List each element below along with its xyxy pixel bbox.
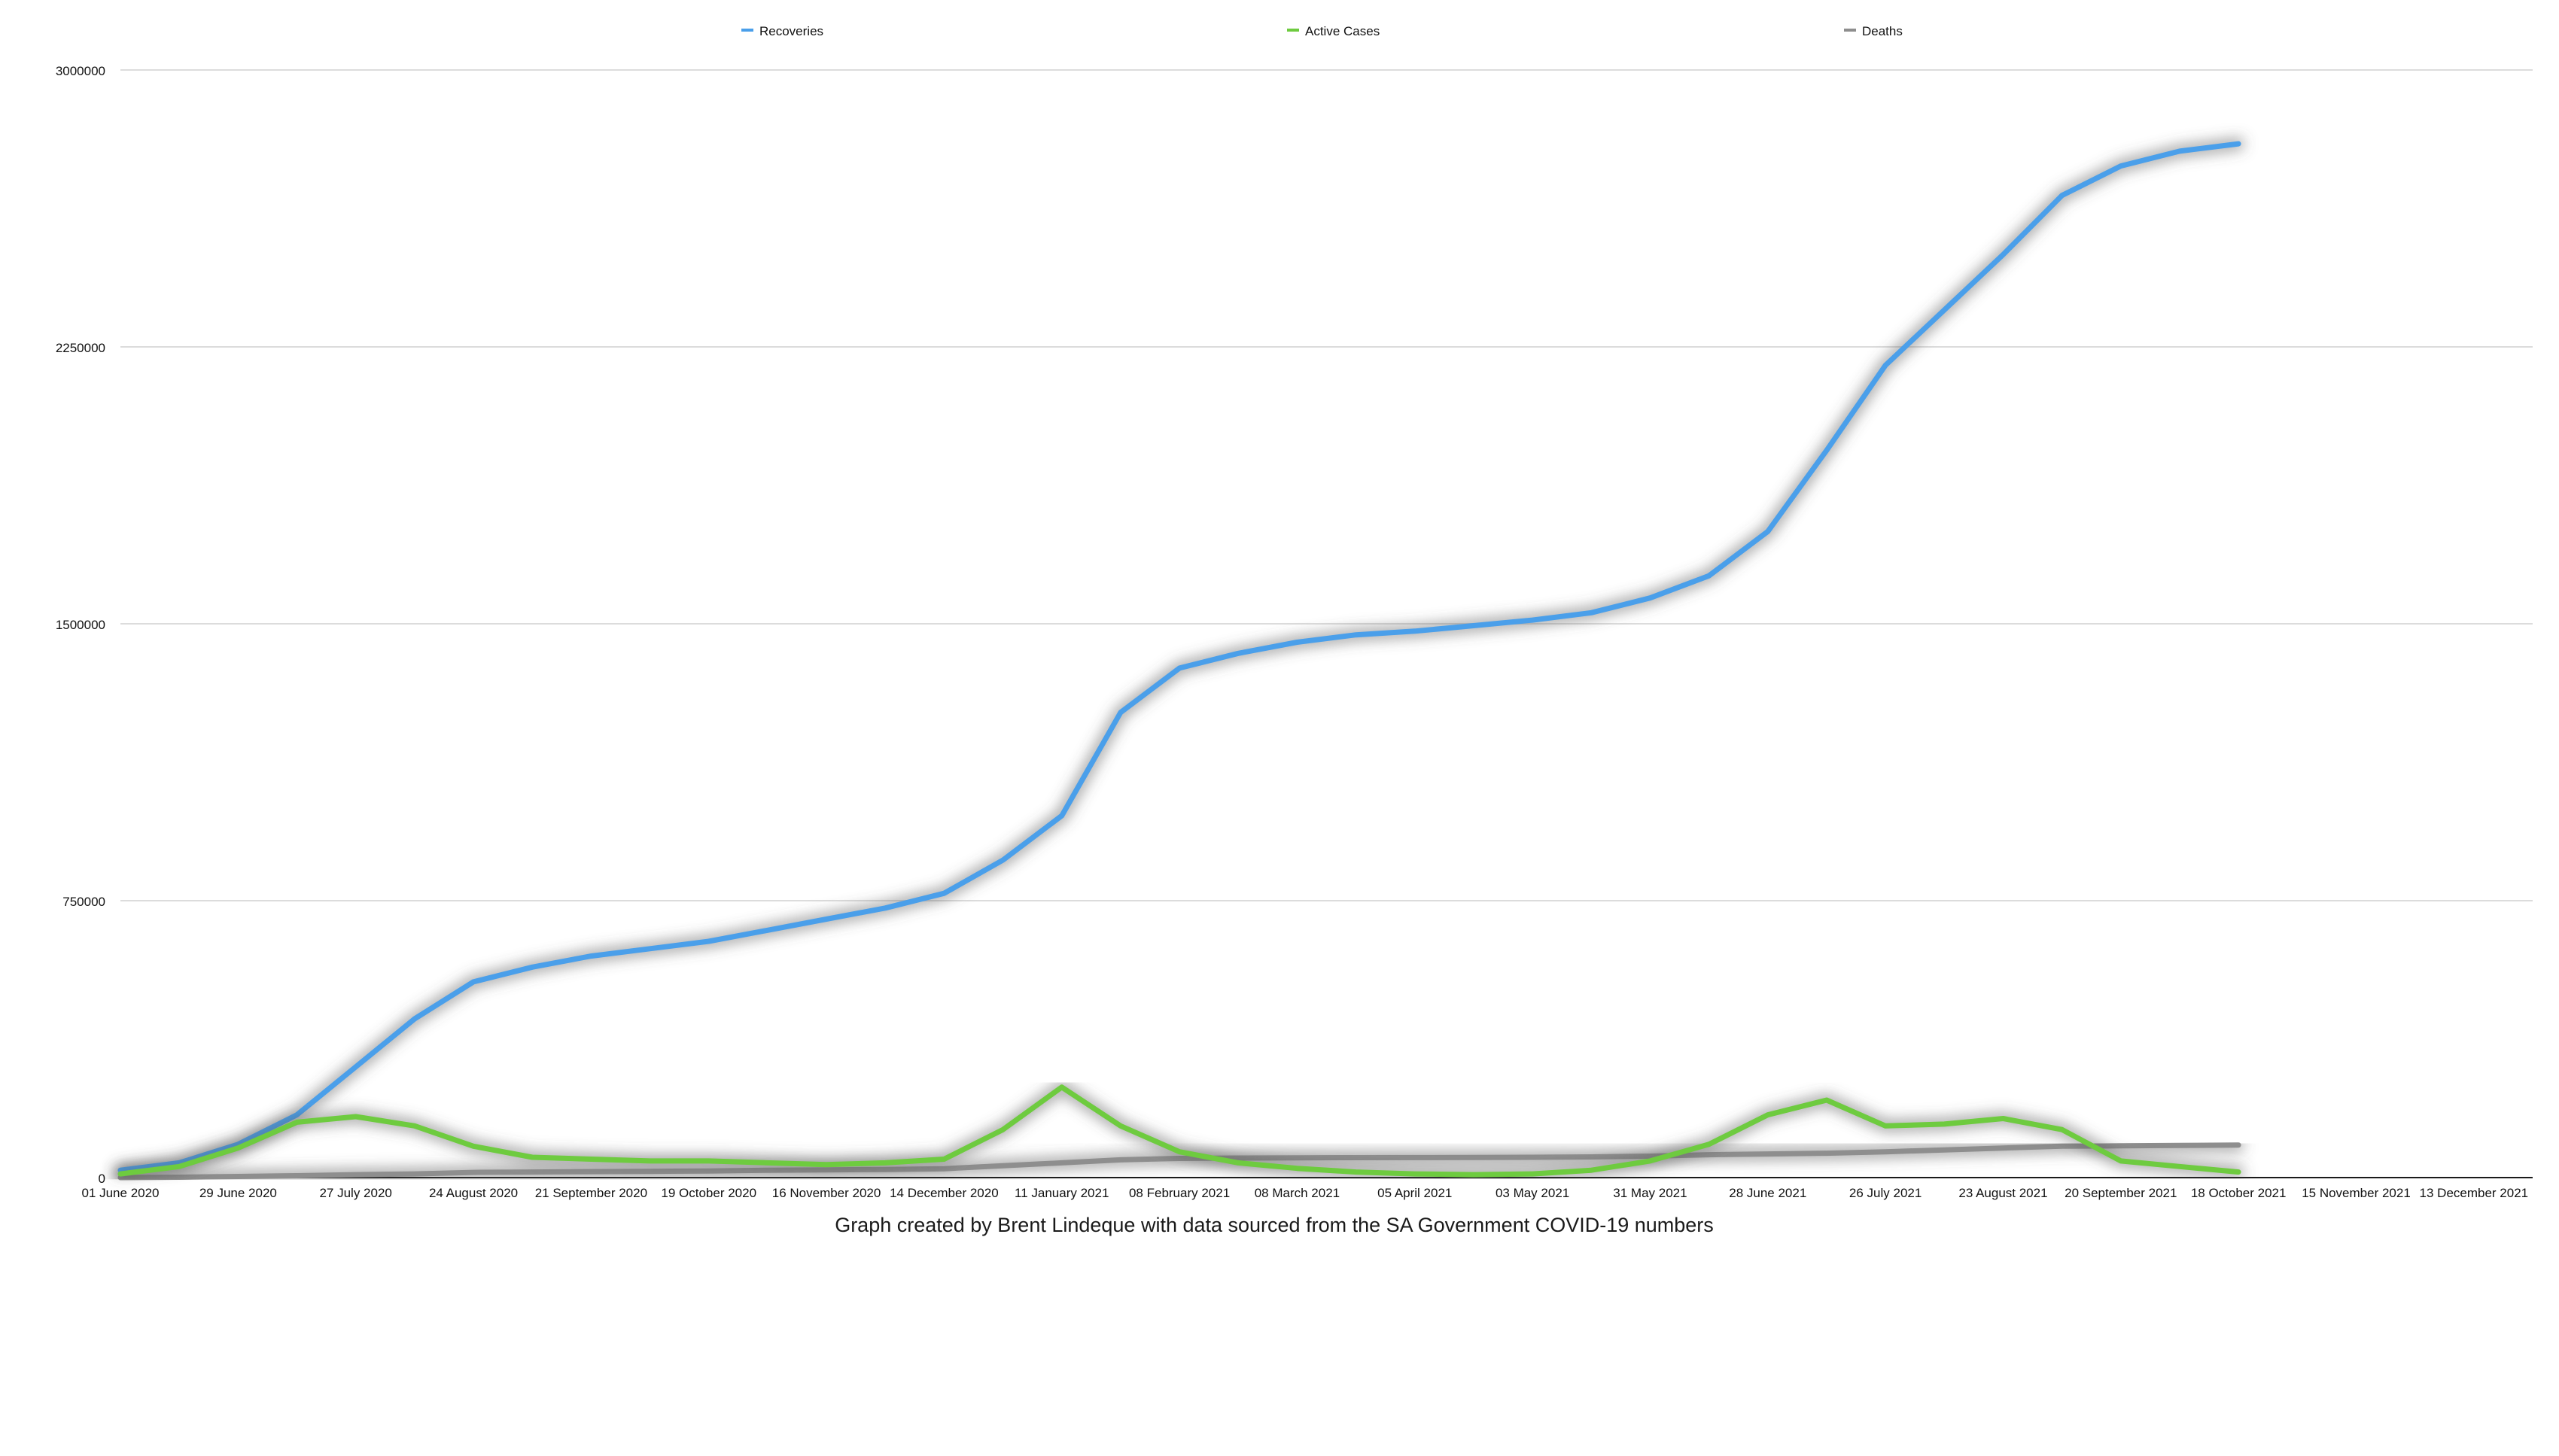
y-tick-label: 1500000 bbox=[56, 618, 105, 632]
x-tick-label: 26 July 2021 bbox=[1849, 1186, 1922, 1200]
x-tick-label: 01 June 2020 bbox=[81, 1186, 159, 1200]
x-tick-label: 14 December 2020 bbox=[890, 1186, 999, 1200]
x-tick-label: 19 October 2020 bbox=[661, 1186, 756, 1200]
y-tick-label: 0 bbox=[99, 1172, 105, 1186]
series-line-active-cases bbox=[117, 1084, 2241, 1178]
legend-label: Active Cases bbox=[1305, 24, 1380, 38]
chart-caption: Graph created by Brent Lindeque with dat… bbox=[835, 1214, 1714, 1236]
x-tick-label: 05 April 2021 bbox=[1377, 1186, 1452, 1200]
x-tick-label: 16 November 2020 bbox=[772, 1186, 881, 1200]
x-tick-label: 08 March 2021 bbox=[1255, 1186, 1340, 1200]
x-tick-label: 18 October 2021 bbox=[2191, 1186, 2287, 1200]
y-tick-label: 3000000 bbox=[56, 64, 105, 78]
series-shadow bbox=[114, 138, 2245, 1177]
x-tick-label: 28 June 2021 bbox=[1729, 1186, 1806, 1200]
x-tick-label: 20 September 2021 bbox=[2065, 1186, 2177, 1200]
axes: 0 750000 1500000 2250000 3000000 01 June 2020… bbox=[56, 64, 2533, 1200]
series-line-recoveries bbox=[117, 141, 2241, 1173]
legend-label: Deaths bbox=[1862, 24, 1903, 38]
legend-label: Recoveries bbox=[759, 24, 823, 38]
x-tick-label: 11 January 2021 bbox=[1015, 1186, 1109, 1200]
x-tick-label: 08 February 2021 bbox=[1129, 1186, 1230, 1200]
x-tick-label: 31 May 2021 bbox=[1613, 1186, 1687, 1200]
series-lines bbox=[114, 138, 2245, 1184]
x-tick-label: 29 June 2020 bbox=[199, 1186, 277, 1200]
y-tick-label: 2250000 bbox=[56, 341, 105, 355]
x-tick-label: 24 August 2020 bbox=[429, 1186, 518, 1200]
y-tick-label: 750000 bbox=[62, 895, 105, 909]
x-tick-label: 03 May 2021 bbox=[1496, 1186, 1569, 1200]
gridlines bbox=[120, 69, 2533, 901]
legend: Recoveries Active Cases Deaths bbox=[741, 24, 1903, 38]
series-line-deaths bbox=[117, 1142, 2241, 1181]
x-tick-label: 15 November 2021 bbox=[2302, 1186, 2411, 1200]
x-tick-label: 21 September 2020 bbox=[535, 1186, 647, 1200]
x-tick-label: 13 December 2021 bbox=[2420, 1186, 2529, 1200]
x-tick-label: 27 July 2020 bbox=[319, 1186, 391, 1200]
x-tick-label: 23 August 2021 bbox=[1958, 1186, 2047, 1200]
